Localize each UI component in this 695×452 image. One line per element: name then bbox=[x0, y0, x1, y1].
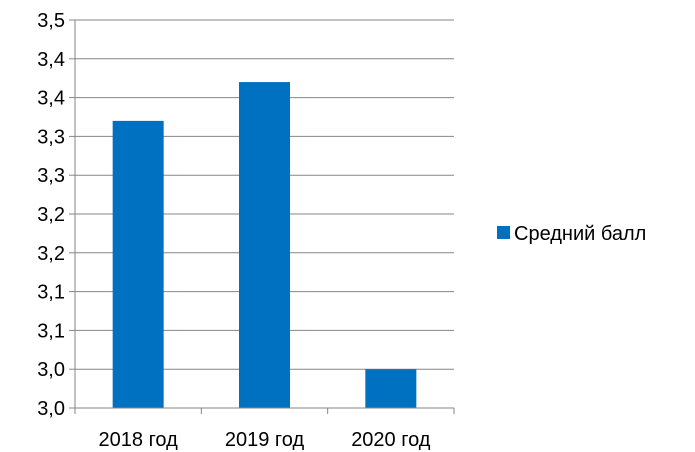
bar bbox=[239, 82, 290, 408]
y-tick-label: 3,0 bbox=[37, 359, 65, 381]
y-tick-label: 3,3 bbox=[37, 126, 65, 148]
y-tick-label: 3,4 bbox=[37, 88, 65, 110]
bar bbox=[112, 120, 164, 408]
legend-swatch bbox=[497, 226, 510, 239]
y-tick-label: 3,1 bbox=[37, 320, 65, 342]
x-category-label: 2020 год bbox=[351, 429, 431, 451]
y-tick-label: 3,0 bbox=[37, 398, 65, 420]
legend: Средний балл bbox=[497, 223, 646, 245]
x-category-label: 2018 год bbox=[99, 429, 179, 451]
x-axis-category-labels: 2018 год 2019 год 2020 год bbox=[99, 429, 431, 451]
y-tick-label: 3,2 bbox=[37, 243, 65, 265]
y-tick-label: 3,2 bbox=[37, 204, 65, 226]
y-tick-label: 3,1 bbox=[37, 282, 65, 304]
y-tick-label: 3,3 bbox=[37, 165, 65, 187]
y-tick-label: 3,5 bbox=[37, 10, 65, 32]
bar bbox=[365, 369, 417, 408]
x-category-label: 2019 год bbox=[225, 429, 305, 451]
legend-label: Средний балл bbox=[514, 223, 646, 245]
y-tick-label: 3,4 bbox=[37, 49, 65, 71]
axes bbox=[69, 19, 455, 414]
y-axis-tick-labels: 3,0 3,0 3,1 3,1 3,2 3,2 3,3 3,3 3,4 3,4 3,5 bbox=[37, 10, 65, 420]
bars bbox=[112, 82, 417, 408]
